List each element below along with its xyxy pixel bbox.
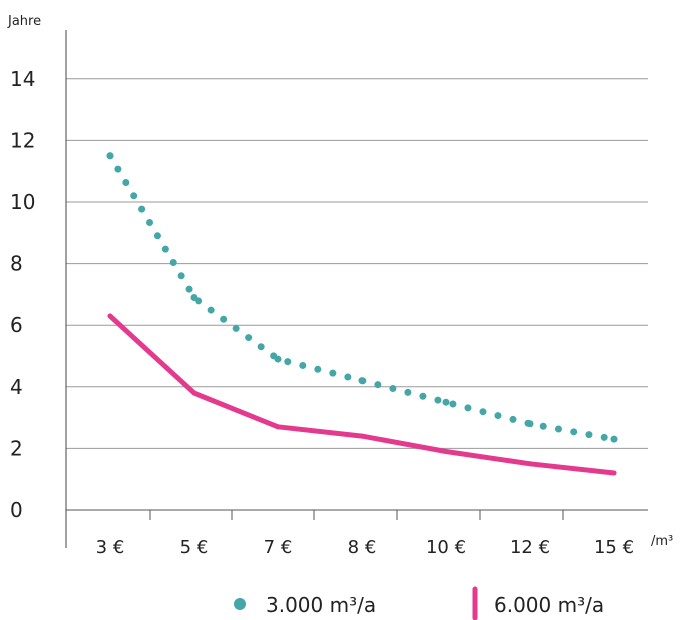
data-point [274, 355, 282, 363]
y-tick-labels: 0 2 4 6 8 10 12 14 [10, 67, 35, 522]
data-point [527, 461, 533, 467]
data-point [610, 435, 618, 443]
legend-marker-dot [234, 598, 246, 610]
y-tick-label: 8 [10, 252, 23, 276]
x-tick-labels: 3 € 5 € 7 € 8 € 10 € 12 € 15 € [96, 537, 634, 558]
data-point [275, 424, 281, 430]
data-point [190, 293, 198, 301]
x-tick-label: 8 € [348, 537, 377, 558]
series-layer [106, 152, 618, 476]
legend: 3.000 m³/a 6.000 m³/a [234, 586, 604, 620]
data-point [358, 377, 366, 385]
x-tick-label: 3 € [96, 537, 125, 558]
data-point [526, 420, 534, 428]
y-tick-label: 0 [10, 498, 23, 522]
y-tick-label: 14 [10, 67, 35, 91]
x-tick-label: 12 € [510, 537, 550, 558]
series-line-3000 [106, 152, 618, 443]
data-point [442, 398, 450, 406]
series-line-6000 [107, 313, 617, 476]
y-axis-title: Jahre [7, 14, 41, 29]
y-tick-label: 4 [10, 375, 23, 399]
data-point [359, 433, 365, 439]
data-point [611, 470, 617, 476]
legend-label: 6.000 m³/a [494, 593, 604, 617]
legend-label: 3.000 m³/a [266, 593, 376, 617]
y-tick-label: 2 [10, 436, 23, 460]
data-point [106, 152, 114, 160]
data-point [443, 448, 449, 454]
data-point [107, 313, 113, 319]
y-tick-label: 12 [10, 128, 35, 152]
data-point [191, 390, 197, 396]
x-tick-label: 10 € [426, 537, 466, 558]
x-tick-label: 5 € [180, 537, 209, 558]
gridlines [66, 78, 648, 520]
y-tick-label: 10 [10, 190, 35, 214]
y-tick-label: 6 [10, 313, 23, 337]
x-tick-label: 7 € [264, 537, 293, 558]
x-tick-label: 15 € [594, 537, 634, 558]
x-axis-unit: /m³ [651, 534, 673, 549]
